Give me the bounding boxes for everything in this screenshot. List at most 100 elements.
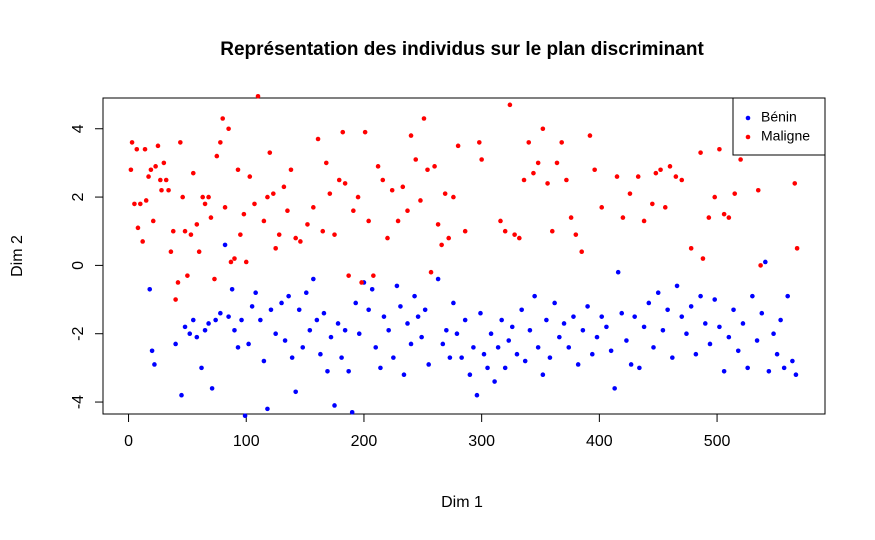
- point: [674, 283, 680, 289]
- legend-label: Bénin: [761, 109, 797, 125]
- point: [355, 194, 361, 200]
- point: [239, 317, 244, 323]
- point: [517, 235, 522, 241]
- point: [134, 146, 140, 152]
- point: [206, 321, 211, 326]
- x-tick-label: 200: [351, 433, 378, 450]
- point: [721, 368, 727, 374]
- point: [451, 300, 456, 306]
- point: [408, 133, 414, 138]
- point: [178, 140, 183, 145]
- point: [545, 181, 550, 186]
- point: [380, 177, 386, 183]
- point: [366, 218, 371, 224]
- point: [170, 228, 176, 234]
- point: [394, 283, 400, 289]
- point: [314, 317, 320, 323]
- point: [698, 293, 703, 299]
- point: [653, 170, 659, 176]
- point: [142, 146, 148, 152]
- point: [492, 379, 497, 384]
- point: [658, 167, 663, 173]
- point: [721, 211, 727, 217]
- point: [428, 269, 434, 275]
- point: [300, 345, 306, 350]
- point: [398, 304, 403, 309]
- point: [315, 136, 321, 142]
- point: [369, 287, 375, 292]
- point: [373, 345, 379, 350]
- point: [253, 290, 258, 296]
- point: [488, 331, 494, 337]
- point: [395, 218, 401, 224]
- point: [620, 215, 626, 220]
- point: [758, 263, 763, 268]
- point: [265, 406, 270, 412]
- point: [273, 246, 278, 251]
- point: [147, 287, 153, 292]
- point: [303, 290, 309, 296]
- point: [175, 280, 181, 285]
- point: [599, 205, 605, 210]
- point: [296, 307, 302, 313]
- point: [549, 228, 555, 234]
- point: [339, 355, 344, 360]
- point: [422, 307, 428, 313]
- point: [568, 215, 574, 220]
- point: [700, 256, 706, 261]
- point: [559, 140, 564, 145]
- point: [790, 358, 795, 364]
- point: [293, 235, 298, 241]
- point: [327, 191, 333, 196]
- point: [421, 116, 427, 121]
- point: [637, 365, 642, 371]
- point: [161, 160, 167, 166]
- point: [455, 143, 461, 149]
- point: [575, 362, 581, 367]
- point: [474, 392, 480, 398]
- point: [670, 355, 675, 360]
- point: [196, 249, 202, 255]
- point: [213, 317, 218, 323]
- point: [579, 249, 585, 255]
- point: [462, 317, 468, 323]
- point: [389, 187, 395, 193]
- point: [731, 307, 736, 313]
- point: [566, 345, 572, 350]
- point: [371, 273, 376, 278]
- point: [502, 365, 508, 371]
- point: [148, 167, 154, 173]
- y-tick-label: 0: [70, 261, 87, 270]
- point: [405, 208, 410, 214]
- point: [158, 177, 163, 183]
- point: [750, 293, 755, 299]
- point: [477, 140, 482, 145]
- point: [271, 191, 276, 196]
- point: [208, 215, 214, 220]
- point: [168, 249, 174, 255]
- point: [419, 334, 424, 340]
- point: [726, 215, 732, 220]
- point: [218, 140, 223, 145]
- point: [462, 228, 468, 234]
- point: [651, 345, 656, 350]
- point: [342, 328, 348, 333]
- point: [235, 345, 241, 350]
- point: [332, 403, 337, 408]
- point: [328, 334, 334, 340]
- point: [229, 287, 235, 292]
- point: [794, 246, 800, 251]
- point: [628, 362, 634, 367]
- point: [311, 205, 316, 210]
- point: [641, 324, 647, 330]
- point: [446, 235, 451, 241]
- point: [635, 174, 641, 179]
- point: [665, 307, 670, 313]
- point: [340, 129, 346, 135]
- point: [356, 331, 362, 337]
- point: [561, 321, 567, 326]
- point: [135, 225, 141, 231]
- point: [425, 167, 430, 173]
- point: [684, 331, 689, 337]
